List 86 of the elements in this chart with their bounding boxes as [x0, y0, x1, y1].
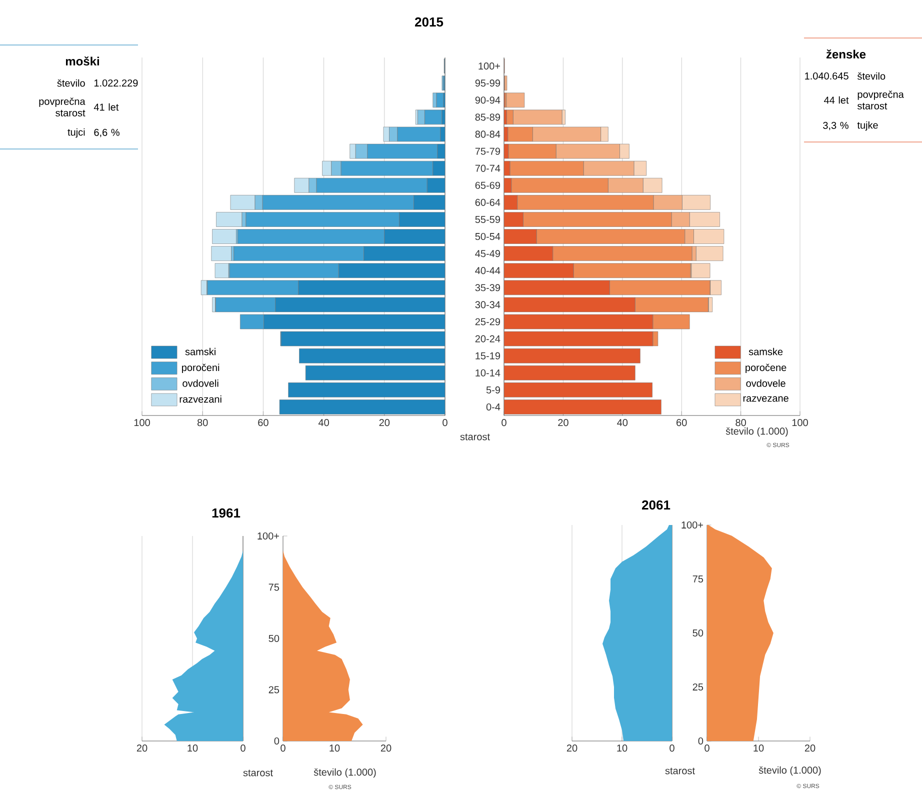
y-tick-label: 0-4	[486, 403, 500, 411]
y-tick-label: 65-69	[475, 182, 500, 189]
chart-title: 2061	[642, 500, 670, 510]
y-tick-label: 60-64	[475, 198, 500, 206]
legend-label: samske	[748, 348, 783, 356]
y-tick-label: 100+	[258, 532, 279, 540]
y-tick-label: 0	[698, 737, 704, 745]
text: ženske	[826, 49, 866, 59]
legend-label: ovdovele	[746, 380, 786, 387]
y-tick-label: 10-14	[476, 369, 500, 376]
x-tick-label: 60	[676, 419, 687, 426]
y-tick-label: 25-29	[475, 318, 500, 326]
x-tick-label: 0	[442, 419, 448, 426]
text: število	[57, 79, 85, 87]
x-axis-title: starost	[665, 768, 695, 774]
y-tick-label: 55-59	[475, 216, 500, 223]
x-tick-label: 60	[258, 419, 268, 426]
x-tick-label: 20	[558, 419, 568, 426]
legend-label: samski	[185, 348, 216, 356]
x-tick-label: 20	[804, 744, 816, 752]
text: 3,3 %	[823, 122, 848, 130]
x-tick-label: 0	[502, 419, 506, 426]
y-tick-label: 80-84	[475, 130, 500, 138]
chart-title: 1961	[212, 508, 240, 518]
y-tick-label: 45-49	[475, 250, 500, 258]
x-tick-label: 20	[566, 744, 578, 752]
y-tick-label: 70-74	[475, 164, 500, 172]
x-tick-label: 100	[792, 419, 808, 426]
text: 6,6 %	[94, 128, 120, 138]
y-tick-label: 25	[268, 686, 280, 694]
y-tick-label: 75	[692, 576, 704, 582]
x-axis-title: starost	[460, 434, 490, 440]
x-tick-label: 10	[754, 744, 764, 752]
x-axis-title: starost	[243, 770, 273, 776]
y-tick-label: 75	[268, 584, 280, 591]
y-tick-label: 85-89	[475, 114, 500, 121]
x-tick-label: 40	[617, 419, 628, 426]
text: 41 let	[94, 103, 119, 111]
y-tick-label: 0	[274, 737, 280, 745]
x-tick-label: 0	[704, 744, 710, 752]
y-tick-label: 50	[692, 629, 704, 637]
text: število	[857, 72, 886, 80]
x-tick-label: 10	[617, 744, 628, 752]
text: povprečna starost	[39, 98, 86, 116]
y-tick-label: 20-24	[475, 335, 500, 342]
x-axis-title: število (1.000)	[314, 768, 376, 778]
x-tick-label: 20	[379, 419, 390, 426]
y-tick-label: 50-54	[475, 232, 500, 240]
text: moški	[66, 56, 99, 66]
legend-label: poročeni	[182, 364, 220, 374]
x-tick-label: 100	[134, 419, 150, 426]
y-tick-label: 50	[268, 634, 280, 642]
text: 1.022.229	[94, 79, 138, 87]
chart-title: 2015	[415, 17, 444, 27]
y-tick-label: 90-94	[475, 96, 500, 104]
y-tick-label: 35-39	[475, 284, 500, 292]
legend-label: razvezani	[180, 395, 222, 403]
x-tick-label: 0	[280, 744, 286, 752]
x-tick-label: 80	[736, 419, 746, 426]
legend-label: ovdoveli	[182, 380, 218, 387]
x-tick-label: 80	[197, 419, 208, 426]
text: tujci	[68, 128, 85, 138]
x-tick-label: 10	[330, 744, 340, 752]
x-tick-label: 20	[380, 744, 392, 752]
y-tick-label: 100+	[682, 521, 703, 529]
text: 1.040.645	[805, 72, 848, 80]
x-tick-label: 10	[188, 744, 198, 752]
legend-label: poročene	[746, 364, 786, 374]
x-tick-label: 40	[318, 419, 329, 426]
x-tick-label: 0	[670, 744, 674, 752]
legend-label: razvezane	[743, 396, 788, 402]
y-tick-label: 25	[692, 683, 704, 691]
x-axis-title: število (1.000)	[758, 766, 821, 776]
y-tick-label: 75-79	[475, 148, 500, 155]
y-tick-label: 100+	[478, 62, 500, 70]
text: povprečna starost	[857, 90, 904, 110]
text: tujke	[857, 121, 878, 131]
x-axis-title: število (1.000)	[726, 427, 788, 437]
x-tick-label: 20	[136, 744, 148, 752]
y-tick-label: 15-19	[476, 352, 500, 360]
y-tick-label: 40-44	[475, 267, 500, 274]
y-tick-label: 5-9	[486, 386, 500, 394]
text: 44 let	[824, 96, 849, 104]
y-tick-label: 95-99	[475, 80, 500, 87]
y-tick-label: 30-34	[475, 301, 500, 308]
x-tick-label: 0	[240, 744, 246, 752]
